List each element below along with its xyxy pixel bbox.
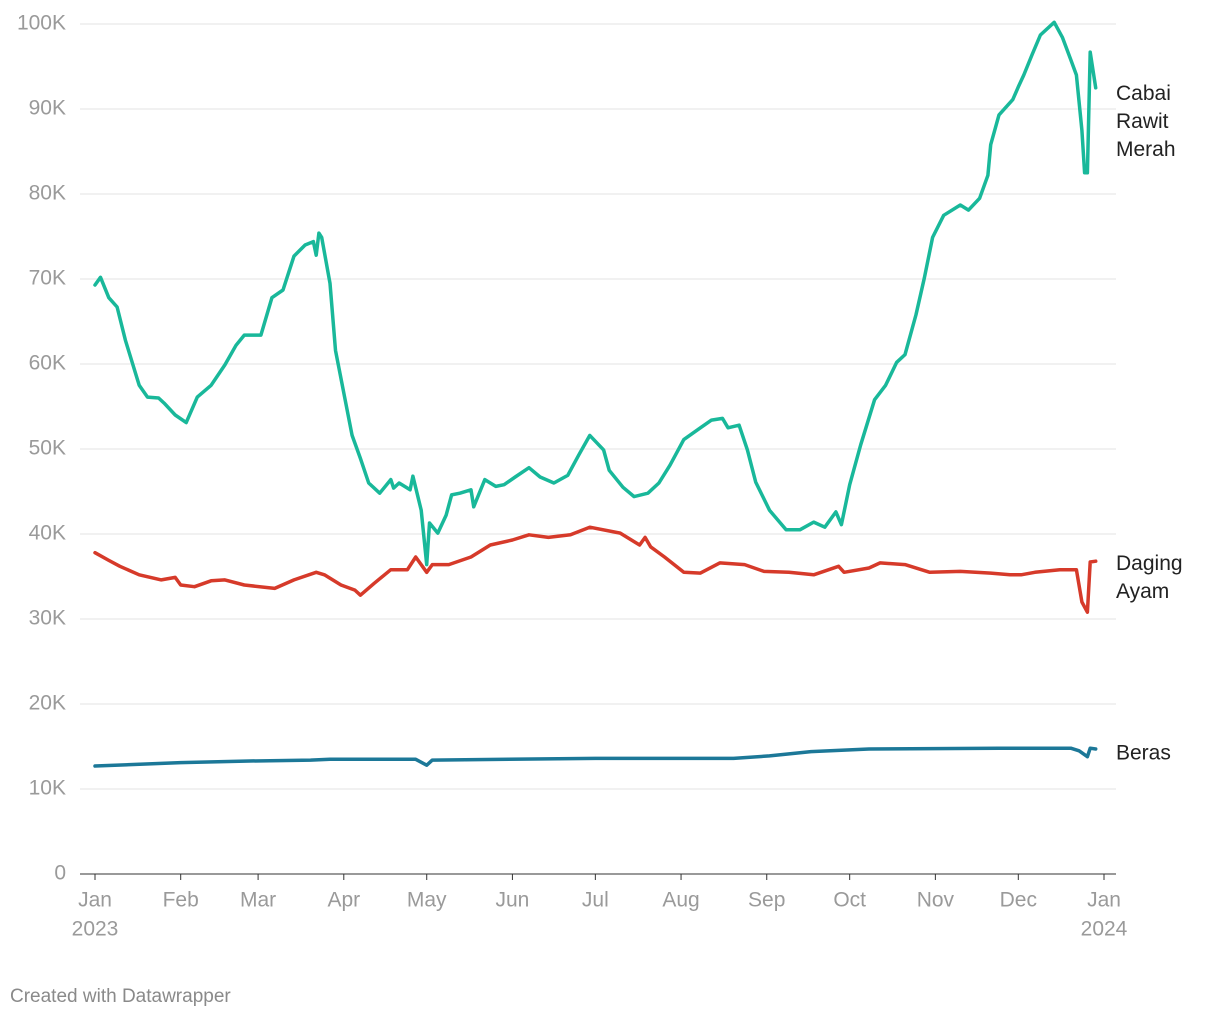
x-tick-label: Mar [240, 889, 276, 912]
y-tick-label: 80K [29, 182, 66, 205]
footer: Created with Datawrapper [10, 986, 231, 1007]
x-tick-label: Dec [1000, 889, 1037, 912]
x-tick-label: Aug [662, 889, 699, 912]
y-tick-label: 70K [29, 267, 66, 290]
x-tick-label: Jan [78, 889, 112, 912]
x-tick-label: May [407, 889, 447, 912]
series-label-line: Merah [1116, 138, 1176, 161]
y-tick-label: 30K [29, 607, 66, 630]
series-label: Daging Ayam [1116, 552, 1183, 603]
x-tick-label: Oct [833, 889, 866, 912]
y-tick-label: 60K [29, 352, 66, 375]
x-year-label: 2024 [1081, 918, 1128, 941]
y-tick-label: 100K [17, 12, 66, 35]
series-label-line: Cabai [1116, 82, 1171, 105]
series-line [93, 20, 1098, 567]
y-tick-label: 90K [29, 97, 66, 120]
x-tick-label: Jun [495, 889, 529, 912]
x-tick-label: Jul [582, 889, 609, 912]
x-tick-label: Apr [327, 889, 360, 912]
x-tick-label: Sep [748, 889, 785, 912]
y-tick-label: 10K [29, 777, 66, 800]
series-label: Cabai Rawit Merah [1116, 82, 1176, 161]
series-label: Beras [1116, 742, 1171, 765]
y-tick-label: 50K [29, 437, 66, 460]
y-tick-label: 20K [29, 692, 66, 715]
y-tick-label: 40K [29, 522, 66, 545]
series-line [93, 525, 1098, 614]
x-tick-label: Jan [1087, 889, 1121, 912]
x-tick-label: Feb [163, 889, 199, 912]
series-label-line: Rawit [1116, 110, 1169, 133]
series-line [93, 746, 1098, 768]
series-label-line: Ayam [1116, 580, 1169, 603]
series-label-line: Daging [1116, 552, 1183, 575]
x-tick-label: Nov [917, 889, 955, 912]
y-tick-label: 0 [54, 862, 66, 885]
x-year-label: 2023 [72, 918, 119, 941]
